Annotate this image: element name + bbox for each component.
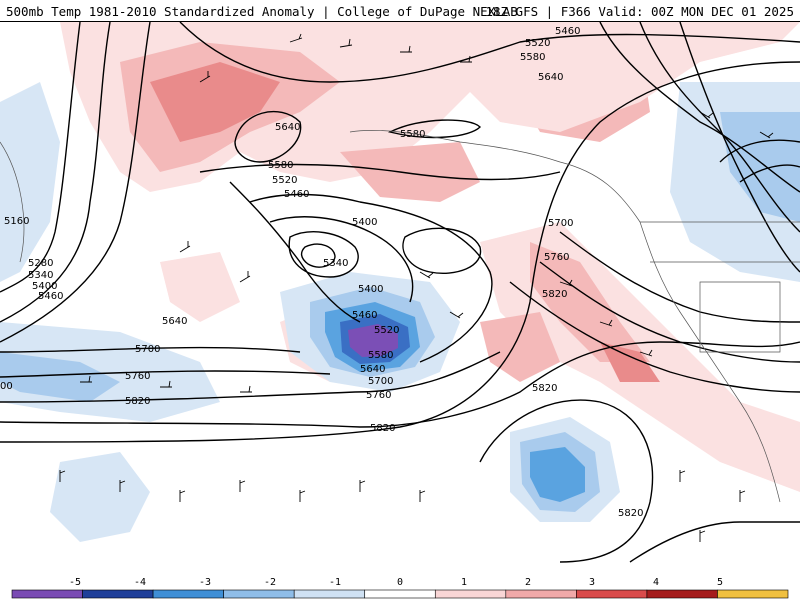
contour-label: 5340 [323, 258, 348, 269]
contour-label: 5700 [135, 344, 160, 355]
legend-color-swatch [293, 589, 366, 599]
legend-color-swatch [82, 589, 154, 599]
contour-label: 5580 [368, 350, 393, 361]
contour-label: 5520 [374, 325, 399, 336]
contour-label: 5760 [125, 371, 150, 382]
contour-label: 5820 [542, 289, 567, 300]
contour-label: 5700 [368, 376, 393, 387]
contour-label: 5400 [352, 217, 377, 228]
legend-tick: -1 [329, 577, 341, 588]
contour-label: 5820 [370, 423, 395, 434]
contour-label: 5520 [525, 38, 550, 49]
legend-tick: 5 [717, 577, 723, 588]
legend-tick-labels: -5 -4 -3 -2 -1 0 1 2 3 4 5 [69, 577, 723, 588]
model-valid-time: 18Z GFS | F366 Valid: 00Z MON DEC 01 202… [485, 4, 794, 19]
legend-tick: -3 [199, 577, 211, 588]
contour-label: 5760 [366, 390, 391, 401]
legend-color-swatch [576, 589, 648, 599]
legend-color-swatch [152, 589, 224, 599]
contour-label: 5160 [4, 216, 29, 227]
coastlines [0, 130, 800, 503]
legend-tick: 2 [525, 577, 531, 588]
contour-label: 5640 [538, 72, 563, 83]
contour-label: 5400 [358, 284, 383, 295]
contour-label: 5460 [352, 310, 377, 321]
legend-tick: 4 [653, 577, 659, 588]
legend-tick: 3 [589, 577, 595, 588]
contour-labels: 5460 5520 5580 5640 5640 5580 5580 5520 … [0, 26, 643, 519]
wind-barbs [59, 33, 774, 542]
legend-tick: 0 [397, 577, 403, 588]
contour-label: 5640 [275, 122, 300, 133]
legend-tick: -5 [69, 577, 81, 588]
contour-label: 5820 [532, 383, 557, 394]
contour-label: 5700 [548, 218, 573, 229]
contour-label: 5460 [284, 189, 309, 200]
contour-label: 00 [0, 381, 13, 392]
height-contours [0, 22, 800, 563]
contour-label: 5580 [268, 160, 293, 171]
contour-label: 5460 [555, 26, 580, 37]
legend-color-swatch [717, 589, 789, 599]
anomaly-colorbar: -5 -4 -3 -2 -1 0 1 2 3 4 5 [0, 575, 800, 600]
legend-tick: -2 [264, 577, 276, 588]
map-header: 500mb Temp 1981-2010 Standardized Anomal… [0, 0, 800, 22]
legend-color-bar [11, 589, 789, 599]
contour-label: 5340 [28, 270, 53, 281]
contour-label: 5280 [28, 258, 53, 269]
legend-color-swatch [434, 589, 507, 599]
legend-tick: 1 [461, 577, 467, 588]
contour-label: 5400 [32, 281, 57, 292]
legend-tick: -4 [134, 577, 146, 588]
legend-color-swatch [505, 589, 577, 599]
legend-color-swatch [646, 589, 718, 599]
legend-color-swatch [364, 589, 436, 599]
contour-label: 5820 [125, 396, 150, 407]
contour-label: 5820 [618, 508, 643, 519]
contour-label: 5520 [272, 175, 297, 186]
legend-color-swatch [11, 589, 83, 599]
legend-color-swatch [223, 589, 295, 599]
contour-label: 5640 [360, 364, 385, 375]
contour-label: 5640 [162, 316, 187, 327]
contour-label: 5580 [400, 129, 425, 140]
weather-map[interactable]: 5460 5520 5580 5640 5640 5580 5580 5520 … [0, 22, 800, 575]
contour-label: 5760 [544, 252, 569, 263]
contour-label: 5460 [38, 291, 63, 302]
positive-anomaly-shading [60, 22, 800, 492]
contour-label: 5580 [520, 52, 545, 63]
map-title: 500mb Temp 1981-2010 Standardized Anomal… [6, 4, 518, 19]
